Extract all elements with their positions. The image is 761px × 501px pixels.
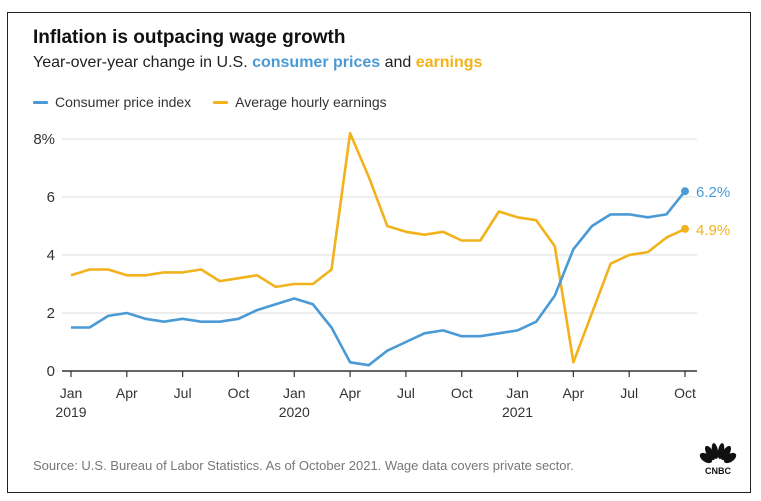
source-note: Source: U.S. Bureau of Labor Statistics.… [33,458,574,473]
end-label-average-hourly-earnings: 4.9% [696,222,730,239]
svg-text:CNBC: CNBC [705,466,731,476]
cnbc-logo: CNBC [698,443,738,482]
x-tick-label-month: Jul [174,385,192,401]
legend-label-cpi: Consumer price index [55,94,192,110]
end-point-average-hourly-earnings [681,224,689,233]
legend-item-earnings: Average hourly earnings [213,94,387,110]
legend-swatch-earnings [213,100,229,104]
x-tick-label-month: Jan [506,385,529,401]
chart-title: Inflation is outpacing wage growth [33,27,346,48]
end-point-consumer-price-index [681,187,689,196]
x-tick-label-month: Apr [116,385,138,401]
x-tick-label-year: 2020 [279,404,310,420]
x-tick-label-month: Oct [228,385,250,401]
chart-frame [7,12,751,493]
legend-label-earnings: Average hourly earnings [235,94,387,110]
x-tick-label-month: Apr [339,385,361,401]
x-tick-label-year: 2021 [502,404,533,420]
subtitle-prefix: Year-over-year change in U.S. [33,54,253,71]
end-label-consumer-price-index: 6.2% [696,184,730,201]
legend-swatch-cpi [33,100,48,104]
y-tick-label: 8% [33,131,55,148]
x-tick-label-month: Jul [397,385,415,401]
x-tick-label-month: Oct [674,385,696,401]
chart-subtitle: Year-over-year change in U.S. consumer p… [33,54,482,72]
x-tick-label-month: Jan [283,385,306,401]
y-tick-label: 0 [47,363,55,380]
x-tick-label-month: Jul [620,385,638,401]
x-tick-label-month: Jan [60,385,83,401]
x-tick-label-month: Apr [562,385,584,401]
y-tick-label: 2 [47,305,55,322]
x-tick-label-month: Oct [451,385,473,401]
subtitle-earnings: earnings [415,54,483,71]
subtitle-mid: and [380,54,416,71]
y-tick-label: 6 [47,189,55,206]
legend: Consumer price index Average hourly earn… [33,94,387,110]
series-line-average-hourly-earnings [70,131,686,364]
subtitle-cpi: consumer prices [252,54,381,71]
legend-item-cpi: Consumer price index [33,94,191,110]
x-tick-label-year: 2019 [55,404,86,420]
series-line-consumer-price-index [71,190,687,367]
y-tick-label: 4 [47,247,55,264]
